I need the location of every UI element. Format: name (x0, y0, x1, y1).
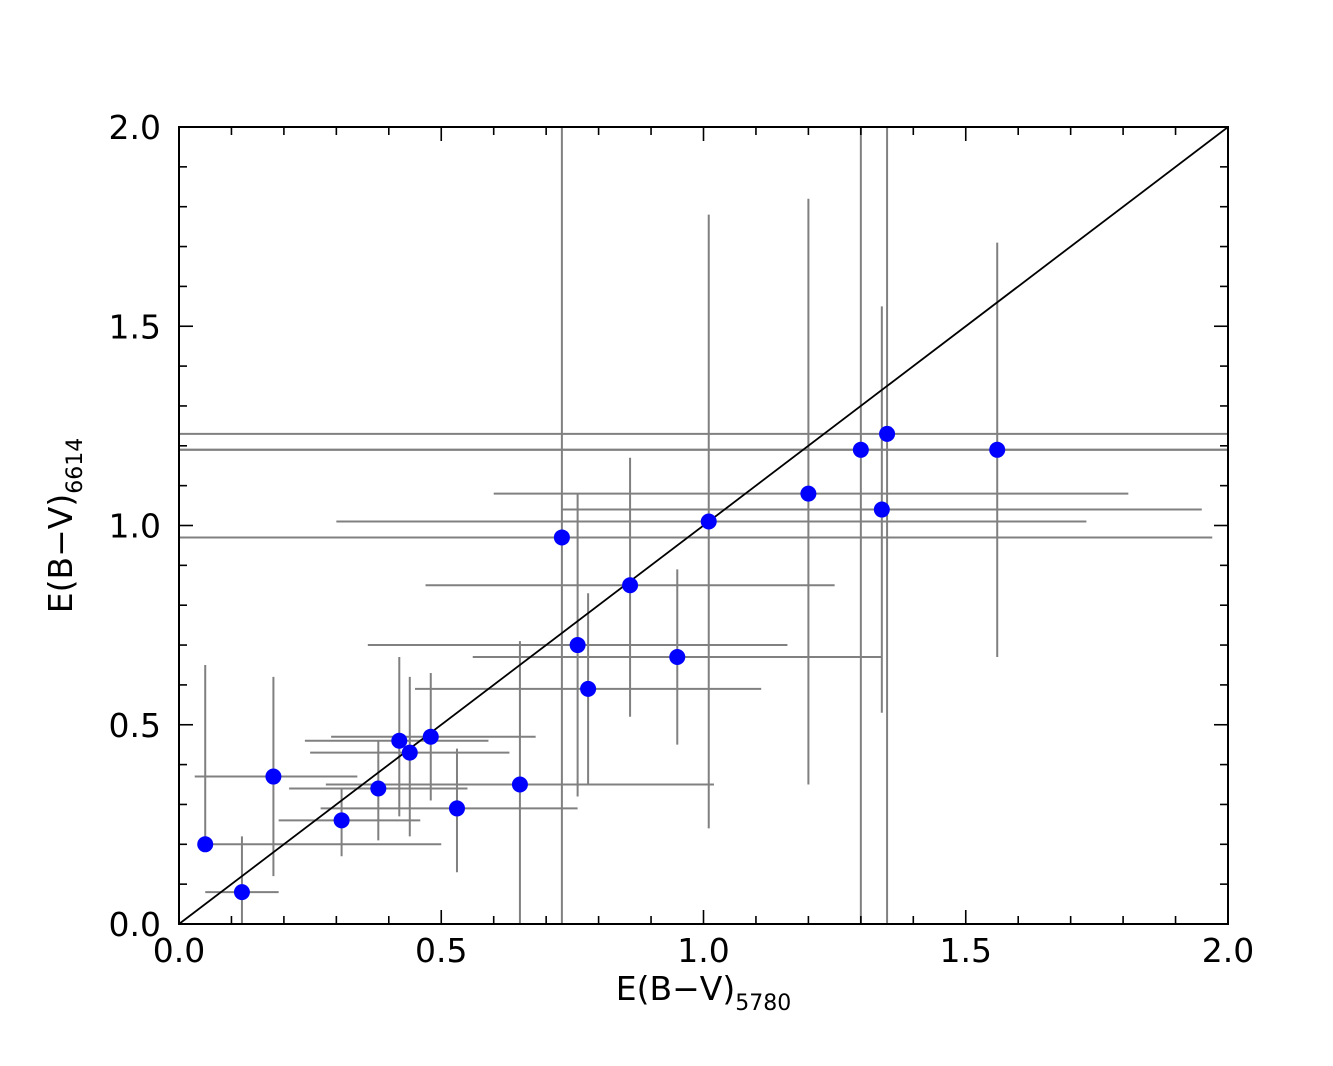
data-point (233, 884, 250, 901)
data-point (700, 513, 717, 530)
y-tick-label: 2.0 (109, 108, 161, 147)
data-point (800, 485, 817, 502)
data-point (553, 529, 570, 546)
data-point (622, 577, 639, 594)
x-axis-label: E(B−V)5780 (616, 969, 791, 1016)
plot-frame (178, 126, 1229, 925)
x-tick-label: 1.0 (677, 931, 729, 970)
data-point (391, 732, 408, 749)
data-point (879, 425, 896, 442)
data-point (448, 800, 465, 817)
x-axis-label-main: E(B−V) (616, 969, 735, 1008)
data-point (370, 780, 387, 797)
y-axis-label-main: E(B−V) (41, 494, 80, 613)
data-point (569, 637, 586, 654)
y-tick-label: 1.0 (109, 507, 161, 546)
x-tick-label: 2.0 (1202, 931, 1254, 970)
x-axis-label-sub: 5780 (735, 991, 791, 1016)
data-point (422, 728, 439, 745)
x-tick-label: 1.5 (940, 931, 992, 970)
y-tick-label: 0.5 (109, 706, 161, 745)
y-axis-label: E(B−V)6614 (41, 438, 88, 613)
data-point (197, 836, 214, 853)
data-point (265, 768, 282, 785)
data-point (401, 744, 418, 761)
x-tick-label: 0.5 (415, 931, 467, 970)
data-point (333, 812, 350, 829)
markers-layer (197, 425, 1006, 901)
data-point (989, 441, 1006, 458)
y-tick-label: 0.0 (109, 905, 161, 944)
data-point (511, 776, 528, 793)
data-point (580, 680, 597, 697)
y-axis-label-sub: 6614 (63, 438, 88, 494)
x-tick-label: 0.0 (153, 931, 205, 970)
y-tick-label: 1.5 (109, 307, 161, 346)
data-point (873, 501, 890, 518)
data-point (669, 649, 686, 666)
data-point (852, 441, 869, 458)
ticks-layer: 0.0 0.5 1.0 1.5 2.0 0.0 0.5 1.0 1.5 2.0 (109, 108, 1255, 970)
